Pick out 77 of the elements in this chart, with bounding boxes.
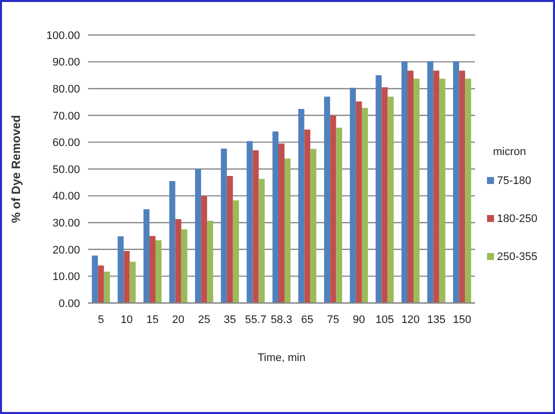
- bar: [226, 176, 233, 303]
- bar: [278, 144, 285, 303]
- x-tick-label: 20: [172, 314, 184, 326]
- bar: [336, 128, 342, 303]
- bar: [382, 87, 388, 303]
- y-tick-label: 50.00: [52, 164, 80, 176]
- x-tick-label: 55.7: [244, 314, 266, 326]
- bar: [258, 178, 265, 303]
- bar: [272, 131, 278, 303]
- x-tick-label: 120: [401, 314, 420, 326]
- bar: [350, 88, 356, 303]
- bar: [414, 78, 420, 303]
- bar: [330, 116, 336, 303]
- bar: [130, 262, 136, 303]
- bar: [246, 141, 253, 303]
- y-tick-label: 0.00: [58, 298, 80, 310]
- legend-label: 250-355: [497, 251, 538, 263]
- x-tick-label: 58.3: [270, 314, 292, 326]
- x-tick-label: 15: [146, 314, 159, 326]
- bar: [439, 78, 446, 303]
- bar: [284, 158, 291, 303]
- x-axis-title: Time, min: [258, 352, 306, 364]
- bar: [304, 130, 310, 303]
- bar: [433, 70, 440, 303]
- bar: [201, 196, 208, 303]
- legend-title: micron: [493, 146, 526, 158]
- bar: [427, 61, 434, 303]
- bar: [92, 256, 98, 303]
- bar: [143, 209, 150, 303]
- bar: [124, 251, 130, 303]
- bar: [459, 70, 466, 303]
- y-tick-label: 60.00: [52, 137, 80, 150]
- bar: [220, 148, 227, 303]
- bar: [98, 265, 104, 303]
- y-tick-label: 40.00: [52, 190, 80, 203]
- bar: [149, 236, 156, 303]
- bar: [232, 200, 239, 303]
- legend-label: 180-250: [497, 213, 538, 225]
- bar: [207, 220, 214, 303]
- y-tick-label: 10.00: [52, 271, 80, 284]
- bar: [310, 148, 316, 303]
- y-axis-title: % of Dye Removed: [9, 114, 23, 224]
- bar: [104, 272, 110, 303]
- y-tick-label: 30.00: [52, 217, 80, 230]
- y-tick-label: 100.00: [46, 30, 80, 42]
- bar: [181, 229, 188, 303]
- x-tick-label: 90: [352, 314, 366, 326]
- y-tick-label: 90.00: [52, 56, 80, 69]
- x-tick-label: 10: [120, 314, 133, 326]
- bar: [175, 219, 182, 303]
- bar: [252, 150, 259, 303]
- bar: [362, 108, 368, 303]
- y-tick-label: 80.00: [52, 83, 80, 96]
- x-tick-label: 135: [427, 314, 446, 326]
- y-tick-label: 70.00: [52, 110, 80, 122]
- bar: [376, 75, 382, 303]
- x-tick-label: 65: [301, 314, 314, 326]
- bar: [169, 181, 176, 303]
- x-tick-label: 35: [224, 314, 236, 326]
- bar: [118, 236, 124, 303]
- x-tick-label: 75: [326, 314, 340, 326]
- x-tick-label: 105: [376, 314, 394, 326]
- x-tick-label: 150: [452, 314, 472, 326]
- bar: [388, 96, 394, 303]
- bar: [298, 108, 304, 303]
- bar: [156, 240, 162, 303]
- bar: [356, 101, 362, 303]
- x-tick-label: 25: [198, 314, 210, 326]
- x-tick-label: 5: [98, 314, 104, 326]
- bar: [453, 61, 460, 303]
- y-tick-label: 20.00: [52, 244, 80, 256]
- bar: [401, 61, 408, 303]
- legend-label: 75-180: [497, 175, 532, 187]
- bar: [195, 169, 202, 303]
- bar: [324, 96, 330, 303]
- bar: [407, 70, 414, 303]
- bar: [465, 78, 472, 303]
